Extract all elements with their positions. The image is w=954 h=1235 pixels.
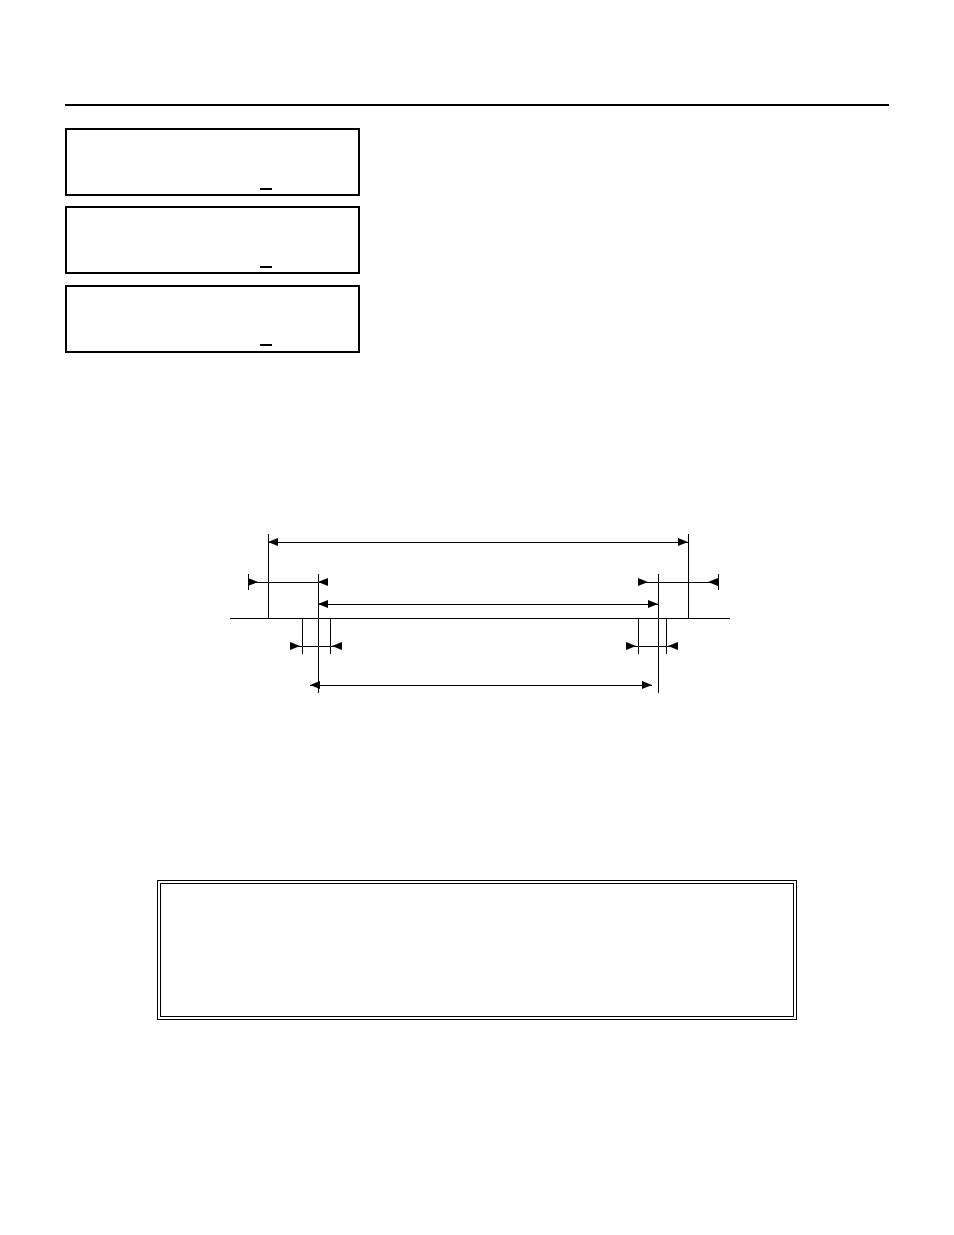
diagram-span-small-right [638,582,718,583]
lcd-cursor-2 [260,266,272,268]
diagram-vert-inner-right [658,574,659,693]
diagram-vtick-l-out [248,574,249,590]
warning-box [157,880,797,1020]
arrow-left-icon [332,642,342,650]
diagram-vtick-r-out [718,574,719,590]
lcd-box-2 [65,206,360,274]
arrow-right-icon [248,578,258,586]
diagram-span-top [268,542,688,543]
arrow-right-icon [638,578,648,586]
timing-diagram [230,530,730,705]
arrow-right-icon [290,642,300,650]
arrow-left-icon [318,578,328,586]
document-page [0,0,954,1235]
lcd-box-1 [65,128,360,196]
arrow-right-icon [642,681,652,689]
diagram-span-middle [318,604,658,605]
diagram-span-bottom [310,685,652,686]
diagram-vert-outer-right [688,534,689,618]
diagram-vert-outer-left [268,534,269,618]
diagram-vert-inner-left [318,574,319,693]
lcd-cursor-1 [260,188,272,190]
header-rule [65,104,889,106]
diagram-notch-r-a [638,618,639,654]
diagram-span-small-left [248,582,328,583]
arrow-left-icon [318,600,328,608]
arrow-left-icon [708,578,718,586]
diagram-notch-l-a [302,618,303,654]
arrow-right-icon [626,642,636,650]
arrow-right-icon [648,600,658,608]
arrow-left-icon [268,538,278,546]
lcd-box-3 [65,285,360,353]
arrow-left-icon [310,681,320,689]
arrow-left-icon [668,642,678,650]
arrow-right-icon [678,538,688,546]
lcd-cursor-3 [260,344,272,346]
diagram-notch-l-b [330,618,331,654]
diagram-notch-r-b [666,618,667,654]
diagram-baseline [230,618,730,619]
